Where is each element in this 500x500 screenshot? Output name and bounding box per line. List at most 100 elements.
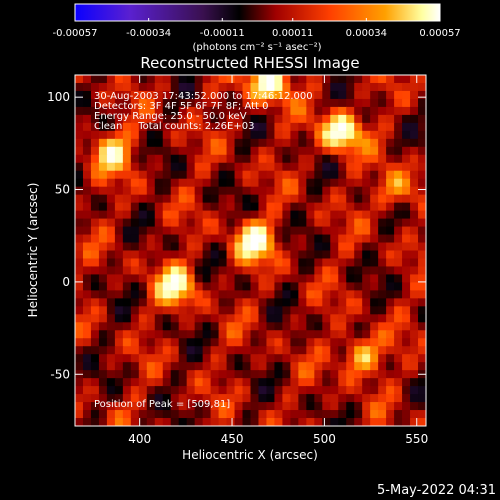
heatmap-cell bbox=[378, 90, 387, 100]
heatmap-cell bbox=[410, 346, 419, 355]
heatmap-cell bbox=[210, 75, 220, 84]
heatmap-cell bbox=[394, 218, 403, 228]
heatmap-cell bbox=[258, 394, 268, 403]
heatmap-cell bbox=[202, 114, 212, 124]
heatmap-cell bbox=[226, 186, 236, 196]
heatmap-cell bbox=[90, 122, 100, 132]
heatmap-cell bbox=[386, 114, 395, 124]
heatmap-cell bbox=[370, 114, 379, 124]
heatmap-cell bbox=[410, 170, 419, 180]
heatmap-cell bbox=[418, 386, 426, 395]
heatmap-cell bbox=[234, 394, 244, 403]
heatmap-cell bbox=[242, 290, 252, 299]
heatmap-cell bbox=[378, 298, 387, 307]
heatmap-cell bbox=[290, 106, 299, 116]
heatmap-cell bbox=[346, 178, 355, 188]
heatmap-cell bbox=[218, 394, 228, 403]
heatmap-cell bbox=[178, 378, 188, 387]
heatmap-cell bbox=[178, 250, 188, 260]
heatmap-cell bbox=[130, 394, 140, 403]
heatmap-cell bbox=[290, 242, 299, 252]
heatmap-cell bbox=[210, 274, 220, 284]
heatmap-cell bbox=[98, 378, 108, 387]
heatmap-cell bbox=[282, 322, 291, 331]
heatmap-cell bbox=[146, 250, 156, 260]
heatmap-cell bbox=[210, 346, 220, 355]
heatmap-cell bbox=[354, 122, 363, 132]
heatmap-cell bbox=[218, 346, 228, 355]
heatmap-cell bbox=[330, 250, 339, 260]
heatmap-cell bbox=[90, 170, 100, 180]
heatmap-cell bbox=[186, 218, 196, 228]
heatmap-cell bbox=[306, 162, 315, 172]
heatmap-cell bbox=[210, 410, 220, 419]
heatmap-cell bbox=[226, 338, 236, 347]
heatmap-cell bbox=[162, 138, 172, 148]
heatmap-cell bbox=[242, 378, 252, 387]
heatmap-cell bbox=[410, 130, 419, 140]
heatmap-cell bbox=[98, 98, 108, 108]
heatmap-cell bbox=[202, 410, 212, 419]
heatmap-cell bbox=[282, 218, 291, 228]
heatmap-cell bbox=[218, 330, 228, 339]
heatmap-cell bbox=[146, 394, 156, 403]
heatmap-cell bbox=[354, 314, 363, 323]
heatmap-cell bbox=[170, 410, 180, 419]
heatmap-cell bbox=[250, 402, 260, 411]
heatmap-cell bbox=[202, 234, 212, 244]
heatmap-cell bbox=[322, 362, 331, 371]
heatmap-cell bbox=[75, 402, 84, 411]
heatmap-cell bbox=[346, 394, 355, 403]
heatmap-cell bbox=[282, 386, 291, 395]
heatmap-cell bbox=[282, 170, 291, 180]
heatmap-cell bbox=[402, 258, 411, 268]
heatmap-cell bbox=[234, 186, 244, 196]
heatmap-cell bbox=[298, 226, 307, 236]
heatmap-cell bbox=[186, 154, 196, 164]
heatmap-cell bbox=[418, 154, 426, 164]
heatmap-cell bbox=[354, 338, 363, 347]
heatmap-cell bbox=[378, 250, 387, 260]
heatmap-cell bbox=[218, 146, 228, 156]
heatmap-cell bbox=[370, 370, 379, 379]
heatmap-cell bbox=[370, 234, 379, 244]
heatmap-cell bbox=[338, 298, 347, 307]
heatmap-cell bbox=[402, 90, 411, 100]
heatmap-cell bbox=[386, 298, 395, 307]
heatmap-cell bbox=[98, 274, 108, 284]
heatmap-cell bbox=[138, 266, 148, 276]
heatmap-cell bbox=[394, 234, 403, 244]
heatmap-cell bbox=[130, 218, 140, 228]
heatmap-cell bbox=[170, 146, 180, 156]
heatmap-cell bbox=[98, 410, 108, 419]
heatmap-cell bbox=[274, 306, 284, 315]
heatmap-cell bbox=[106, 186, 116, 196]
heatmap-cell bbox=[290, 362, 299, 371]
heatmap-cell bbox=[362, 234, 371, 244]
heatmap-cell bbox=[362, 266, 371, 276]
heatmap-cell bbox=[106, 354, 116, 363]
heatmap-cell bbox=[114, 402, 124, 411]
heatmap-cell bbox=[154, 418, 164, 426]
heatmap-cell bbox=[154, 106, 164, 116]
heatmap-cell bbox=[418, 178, 426, 188]
heatmap-cell bbox=[314, 226, 323, 236]
heatmap-cell bbox=[114, 282, 124, 291]
heatmap-cell bbox=[82, 386, 92, 395]
heatmap-cell bbox=[258, 378, 268, 387]
heatmap-cell bbox=[362, 186, 371, 196]
heatmap-cell bbox=[354, 394, 363, 403]
heatmap-cell bbox=[90, 75, 100, 84]
heatmap-cell bbox=[338, 90, 347, 100]
heatmap-cell bbox=[354, 330, 363, 339]
heatmap-cell bbox=[410, 162, 419, 172]
heatmap-cell bbox=[146, 146, 156, 156]
heatmap-cell bbox=[394, 106, 403, 116]
heatmap-cell bbox=[346, 186, 355, 196]
heatmap-cell bbox=[170, 354, 180, 363]
heatmap-cell bbox=[154, 394, 164, 403]
heatmap-cell bbox=[178, 370, 188, 379]
heatmap-cell bbox=[354, 186, 363, 196]
heatmap-cell bbox=[194, 322, 204, 331]
heatmap-cell bbox=[218, 122, 228, 132]
